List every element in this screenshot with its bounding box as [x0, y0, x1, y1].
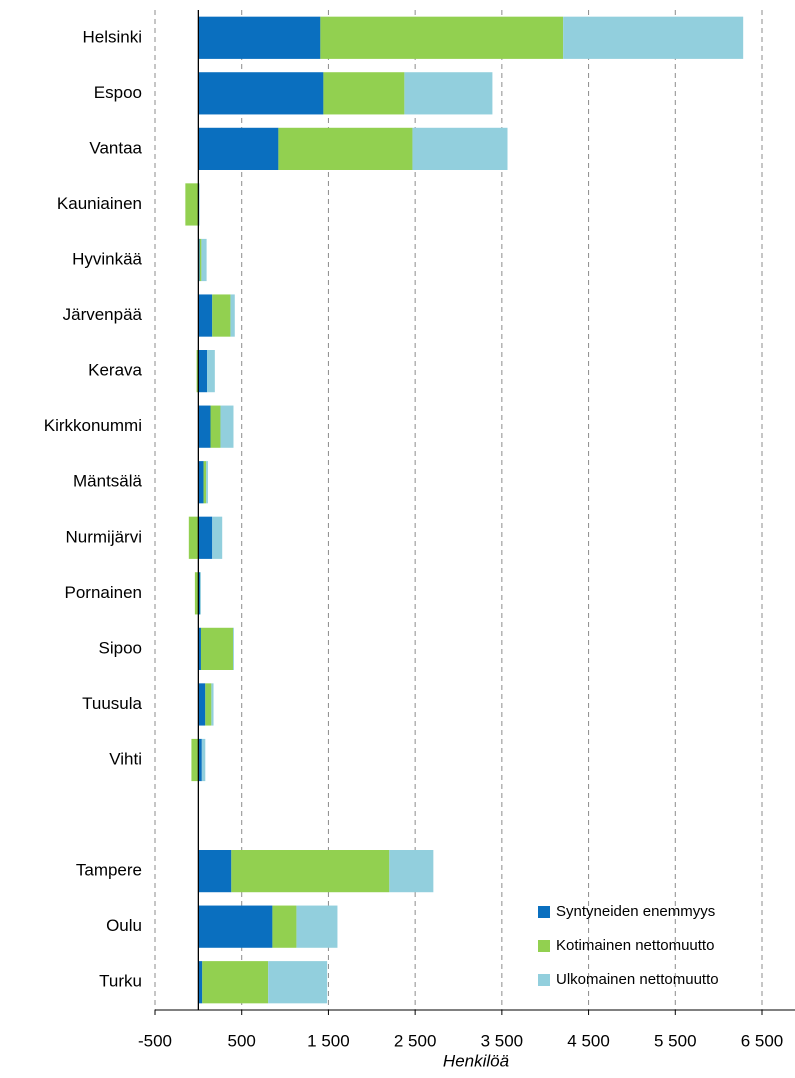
bar-segment	[389, 850, 434, 893]
x-tick-label: 6 500	[741, 1031, 784, 1050]
bar-segment	[212, 294, 231, 337]
bar-segment	[205, 683, 212, 726]
x-tick-label: 5 500	[654, 1031, 697, 1050]
bar-segment	[198, 350, 208, 393]
bar-segment	[212, 516, 223, 559]
bar-segment	[198, 72, 324, 115]
legend-label: Ulkomainen nettomuutto	[556, 971, 719, 988]
bar-segment	[272, 905, 297, 948]
y-tick-label: Nurmijärvi	[66, 527, 143, 546]
bar-segment	[211, 683, 214, 726]
legend-label: Syntyneiden enemmyys	[556, 903, 715, 920]
bar-segment	[200, 572, 201, 615]
y-tick-label: Hyvinkää	[72, 249, 142, 268]
y-tick-label: Espoo	[94, 83, 142, 102]
y-tick-label: Mäntsälä	[73, 472, 143, 491]
x-tick-label: 2 500	[394, 1031, 437, 1050]
bar-segment	[198, 572, 201, 615]
bar-segment	[198, 461, 204, 504]
x-axis-label: Henkilöä	[443, 1051, 509, 1070]
bar-segment	[198, 516, 213, 559]
y-tick-label: Sipoo	[99, 638, 142, 657]
bar-segment	[202, 961, 269, 1004]
bar-segment	[194, 572, 199, 615]
bar-segment	[296, 905, 338, 948]
bar-segment	[323, 72, 405, 115]
bar-segment	[198, 738, 202, 782]
legend-swatch	[538, 940, 550, 952]
bar-segment	[198, 683, 206, 726]
bar-segment	[206, 461, 208, 504]
bar-segment	[404, 72, 493, 115]
legend-swatch	[538, 906, 550, 918]
y-tick-label: Vantaa	[89, 138, 142, 157]
x-tick-label: 3 500	[481, 1031, 524, 1050]
bar-segment	[201, 738, 206, 782]
bar-segment	[220, 405, 234, 448]
x-tick-label: -500	[138, 1031, 172, 1050]
bar-segment	[278, 127, 413, 170]
bar-segment	[320, 16, 564, 59]
bar-segment	[185, 183, 199, 226]
bar-segment	[230, 294, 235, 337]
y-tick-label: Oulu	[106, 916, 142, 935]
y-tick-label: Tampere	[76, 861, 142, 880]
y-tick-label: Turku	[99, 972, 142, 991]
bar-segment	[198, 905, 273, 948]
bar-segment	[412, 127, 508, 170]
bar-segment	[188, 516, 199, 559]
x-tick-label: 4 500	[567, 1031, 610, 1050]
bar-segment	[198, 627, 201, 670]
bar-segment	[196, 350, 199, 393]
bar-segment	[207, 350, 215, 393]
x-tick-label: 1 500	[307, 1031, 350, 1050]
bar-segment	[191, 738, 199, 782]
y-tick-label: Vihti	[109, 749, 142, 768]
bar-segment	[201, 238, 207, 282]
y-tick-label: Kerava	[88, 361, 142, 380]
legend: Syntyneiden enemmyys Kotimainen nettomuut…	[538, 903, 719, 988]
bar-segment	[233, 627, 234, 670]
y-tick-label: Pornainen	[64, 583, 142, 602]
bar-segment	[198, 238, 200, 282]
y-tick-label: Järvenpää	[63, 305, 143, 324]
y-tick-label: Kauniainen	[57, 194, 142, 213]
x-tick-label: 500	[228, 1031, 256, 1050]
bar-segment	[198, 127, 279, 170]
bar-segment	[198, 405, 211, 448]
bar-segment	[200, 627, 234, 670]
bar-segment	[231, 850, 390, 893]
bar-segment	[198, 850, 232, 893]
bar-segment	[210, 405, 221, 448]
legend-swatch	[538, 974, 550, 986]
bar-segment	[563, 16, 744, 59]
bar-segment	[199, 238, 202, 282]
y-tick-label: Helsinki	[82, 27, 142, 46]
bar-segment	[198, 16, 321, 59]
bar-segment	[268, 961, 328, 1004]
y-tick-label: Kirkkonummi	[44, 416, 142, 435]
bar-segment	[198, 961, 203, 1004]
bar-segment	[198, 294, 213, 337]
bar-segment	[203, 461, 207, 504]
legend-label: Kotimainen nettomuutto	[556, 937, 714, 954]
y-tick-label: Tuusula	[82, 694, 142, 713]
